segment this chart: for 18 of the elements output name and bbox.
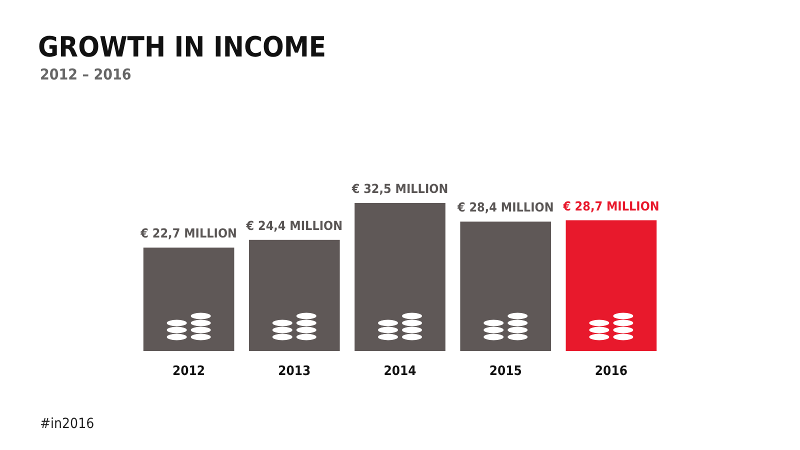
data-label: € 28,7 MILLION	[562, 198, 660, 214]
bar	[143, 248, 234, 351]
data-label: € 22,7 MILLION	[140, 226, 237, 241]
x-tick-label: 2016	[594, 364, 628, 379]
bar	[354, 202, 446, 351]
bar	[460, 222, 552, 351]
chart-subtitle: 2012 – 2016	[40, 66, 132, 84]
x-tick-label: 2013	[278, 364, 311, 379]
x-tick-label: 2015	[489, 364, 522, 379]
data-label: € 32,5 MILLION	[350, 180, 448, 196]
bar	[248, 240, 340, 351]
x-tick-label: 2014	[384, 364, 416, 379]
text: #in2016	[40, 416, 94, 432]
data-label: € 24,4 MILLION	[245, 218, 343, 233]
chart-title: GROWTH IN INCOME	[38, 30, 326, 64]
data-label: € 28,4 MILLION	[456, 200, 554, 215]
x-tick-label: 2012	[172, 364, 206, 379]
bar	[566, 220, 657, 351]
